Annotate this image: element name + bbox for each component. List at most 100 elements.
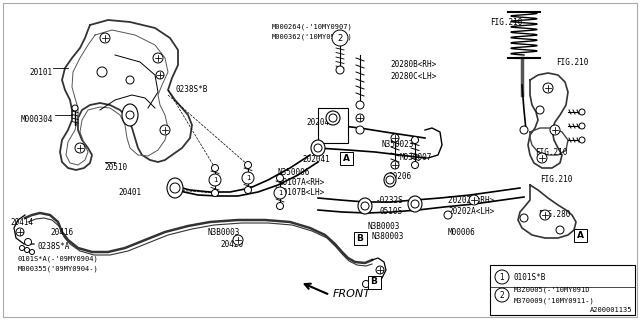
Circle shape	[75, 143, 85, 153]
Text: N380003: N380003	[372, 232, 404, 241]
Circle shape	[556, 226, 564, 234]
Circle shape	[579, 137, 585, 143]
Circle shape	[579, 123, 585, 129]
Text: M000355('09MY0904-): M000355('09MY0904-)	[18, 265, 99, 271]
Bar	[339, 151, 353, 164]
Circle shape	[391, 134, 399, 142]
Circle shape	[412, 162, 419, 169]
Circle shape	[543, 83, 553, 93]
Circle shape	[100, 33, 110, 43]
Circle shape	[233, 235, 243, 245]
Text: 0101S*B: 0101S*B	[514, 273, 547, 282]
Text: M000362('10MY0907-): M000362('10MY0907-)	[272, 33, 353, 39]
Text: 0101S*A(-'09MY0904): 0101S*A(-'09MY0904)	[18, 255, 99, 261]
Ellipse shape	[408, 196, 422, 212]
Circle shape	[371, 276, 378, 284]
Circle shape	[29, 250, 35, 254]
Text: 20416: 20416	[50, 228, 73, 237]
Text: FRONT: FRONT	[333, 289, 371, 299]
Circle shape	[356, 126, 364, 134]
Text: A200001135: A200001135	[589, 307, 632, 313]
Ellipse shape	[326, 111, 340, 125]
Circle shape	[537, 153, 547, 163]
Text: M000304: M000304	[20, 115, 53, 124]
Circle shape	[391, 161, 399, 169]
Ellipse shape	[358, 198, 372, 214]
Text: 1: 1	[212, 177, 217, 183]
Circle shape	[160, 125, 170, 135]
Text: A: A	[342, 154, 349, 163]
Circle shape	[242, 172, 254, 184]
Text: FIG.280: FIG.280	[538, 210, 570, 219]
Circle shape	[411, 200, 419, 208]
Circle shape	[520, 214, 528, 222]
Circle shape	[356, 101, 364, 109]
Text: -0232S: -0232S	[376, 196, 404, 205]
Ellipse shape	[384, 173, 396, 187]
Text: 1: 1	[278, 190, 282, 196]
Text: FIG.210: FIG.210	[490, 18, 522, 27]
Circle shape	[153, 53, 163, 63]
Circle shape	[126, 111, 134, 119]
Circle shape	[244, 162, 252, 169]
Text: 0238S*A: 0238S*A	[38, 242, 70, 251]
Bar	[573, 228, 586, 242]
Text: M000264(-'10MY0907): M000264(-'10MY0907)	[272, 23, 353, 29]
Circle shape	[170, 183, 180, 193]
Text: 20202A<LH>: 20202A<LH>	[448, 207, 494, 216]
Text: 2: 2	[337, 34, 342, 43]
Text: FIG.210: FIG.210	[540, 175, 572, 184]
Circle shape	[362, 281, 369, 287]
Text: N350006: N350006	[278, 168, 310, 177]
Text: 1: 1	[500, 273, 504, 282]
Text: 20280C<LH>: 20280C<LH>	[390, 72, 436, 81]
Text: 20107A<RH>: 20107A<RH>	[278, 178, 324, 187]
Text: 20206: 20206	[388, 172, 411, 181]
Ellipse shape	[122, 104, 138, 126]
Text: N3B0003: N3B0003	[368, 222, 401, 231]
Circle shape	[314, 144, 322, 152]
Circle shape	[274, 187, 286, 199]
Circle shape	[211, 164, 218, 172]
Text: A: A	[577, 230, 584, 239]
Text: M3Z0005(-'10MY091D: M3Z0005(-'10MY091D	[514, 287, 591, 293]
Circle shape	[126, 76, 134, 84]
Circle shape	[361, 202, 369, 210]
Circle shape	[209, 174, 221, 186]
Circle shape	[24, 247, 29, 252]
Text: 20101: 20101	[30, 68, 53, 77]
Text: FIG.210: FIG.210	[535, 148, 568, 157]
Text: 20420: 20420	[220, 240, 243, 249]
Circle shape	[376, 266, 384, 274]
Circle shape	[356, 114, 364, 122]
Bar	[367, 276, 381, 289]
Circle shape	[579, 109, 585, 115]
Circle shape	[495, 288, 509, 302]
Circle shape	[520, 126, 528, 134]
Circle shape	[550, 125, 560, 135]
Text: 1: 1	[246, 175, 250, 181]
Circle shape	[72, 105, 78, 111]
Circle shape	[211, 189, 218, 196]
Text: M00006: M00006	[448, 228, 476, 237]
Text: 20204D: 20204D	[306, 118, 333, 127]
Text: N350023: N350023	[382, 140, 414, 149]
Circle shape	[123, 108, 137, 122]
Bar	[490, 265, 635, 315]
Circle shape	[156, 71, 164, 79]
Text: 20401: 20401	[118, 188, 141, 197]
Text: B: B	[356, 234, 364, 243]
Circle shape	[19, 245, 24, 251]
Circle shape	[16, 228, 24, 236]
Circle shape	[24, 238, 31, 245]
Circle shape	[444, 211, 452, 219]
Circle shape	[336, 66, 344, 74]
Text: 20510: 20510	[104, 163, 127, 172]
Circle shape	[97, 67, 107, 77]
Text: 20202 <RH>: 20202 <RH>	[448, 196, 494, 205]
Circle shape	[495, 270, 509, 284]
Text: 202041: 202041	[302, 155, 330, 164]
Text: 20280B<RH>: 20280B<RH>	[390, 60, 436, 69]
Circle shape	[540, 210, 550, 220]
Bar	[318, 108, 348, 143]
